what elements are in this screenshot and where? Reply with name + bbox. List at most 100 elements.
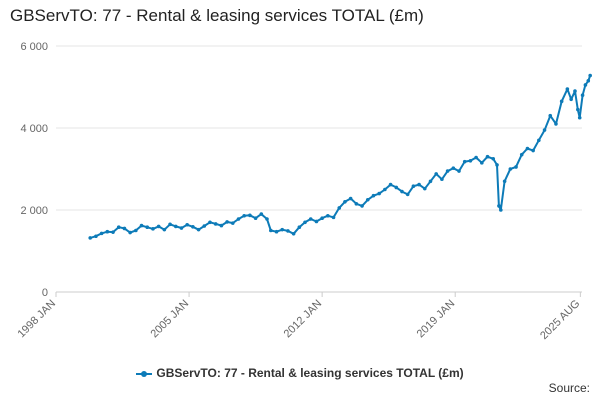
- data-point[interactable]: [179, 226, 184, 230]
- data-point[interactable]: [580, 93, 585, 97]
- data-point[interactable]: [440, 177, 444, 182]
- data-point[interactable]: [242, 213, 246, 218]
- data-point[interactable]: [274, 229, 279, 234]
- data-point[interactable]: [586, 79, 591, 83]
- data-point[interactable]: [343, 200, 347, 204]
- data-point[interactable]: [185, 222, 189, 227]
- data-point[interactable]: [480, 161, 484, 165]
- data-point[interactable]: [451, 166, 456, 170]
- data-point[interactable]: [576, 107, 580, 112]
- data-point[interactable]: [445, 169, 450, 173]
- data-point[interactable]: [259, 212, 264, 216]
- data-point[interactable]: [422, 186, 427, 191]
- data-point[interactable]: [253, 216, 258, 220]
- data-point[interactable]: [588, 73, 592, 78]
- data-point[interactable]: [202, 224, 207, 228]
- data-point[interactable]: [519, 152, 524, 157]
- data-point[interactable]: [383, 187, 387, 192]
- data-point[interactable]: [156, 224, 161, 229]
- data-point[interactable]: [548, 113, 553, 118]
- data-point[interactable]: [502, 179, 507, 184]
- data-point[interactable]: [248, 213, 252, 218]
- data-point[interactable]: [208, 220, 212, 225]
- data-point[interactable]: [122, 226, 127, 231]
- data-point[interactable]: [173, 224, 178, 229]
- data-point[interactable]: [434, 172, 438, 176]
- data-point[interactable]: [573, 89, 577, 93]
- data-point[interactable]: [542, 128, 547, 132]
- data-point[interactable]: [225, 220, 229, 224]
- data-point[interactable]: [371, 193, 376, 198]
- data-point[interactable]: [162, 227, 167, 232]
- data-point[interactable]: [348, 196, 353, 201]
- data-point[interactable]: [462, 159, 467, 164]
- data-point[interactable]: [291, 231, 296, 236]
- data-point[interactable]: [394, 185, 399, 190]
- data-point[interactable]: [474, 155, 478, 160]
- chart-title: GBServTO: 77 - Rental & leasing services…: [10, 6, 424, 25]
- data-point[interactable]: [105, 229, 110, 234]
- data-point[interactable]: [537, 138, 541, 143]
- data-point[interactable]: [514, 165, 518, 169]
- data-point[interactable]: [196, 227, 201, 232]
- data-point[interactable]: [191, 225, 195, 229]
- legend-label: GBServTO: 77 - Rental & leasing services…: [156, 366, 464, 380]
- data-point[interactable]: [388, 182, 393, 187]
- data-point[interactable]: [400, 189, 404, 194]
- data-point[interactable]: [525, 146, 530, 151]
- data-point[interactable]: [139, 223, 144, 228]
- data-point[interactable]: [94, 234, 98, 239]
- data-point[interactable]: [377, 191, 381, 196]
- legend[interactable]: GBServTO: 77 - Rental & leasing services…: [0, 366, 600, 380]
- data-point[interactable]: [457, 169, 461, 173]
- data-point[interactable]: [168, 222, 172, 227]
- data-point[interactable]: [213, 222, 218, 226]
- x-tick-label: 2025 AUG: [538, 298, 582, 342]
- data-point[interactable]: [230, 221, 235, 225]
- data-point[interactable]: [577, 115, 582, 120]
- data-point[interactable]: [145, 225, 150, 230]
- data-point[interactable]: [88, 236, 93, 240]
- data-point[interactable]: [360, 204, 364, 208]
- data-point[interactable]: [128, 230, 132, 235]
- data-point[interactable]: [491, 156, 496, 161]
- data-point[interactable]: [365, 197, 370, 202]
- data-point[interactable]: [151, 227, 155, 231]
- data-point[interactable]: [428, 179, 433, 184]
- data-point[interactable]: [554, 122, 558, 126]
- data-point[interactable]: [497, 204, 501, 208]
- data-point[interactable]: [116, 225, 121, 230]
- data-point[interactable]: [468, 159, 473, 163]
- data-point[interactable]: [314, 219, 319, 224]
- data-point[interactable]: [111, 230, 115, 234]
- data-point[interactable]: [286, 229, 290, 233]
- data-point[interactable]: [236, 217, 241, 221]
- data-point[interactable]: [499, 208, 503, 212]
- data-point[interactable]: [354, 202, 359, 206]
- data-point[interactable]: [583, 83, 588, 87]
- data-point[interactable]: [326, 213, 330, 218]
- data-point[interactable]: [297, 225, 302, 230]
- data-point[interactable]: [559, 99, 564, 104]
- data-point[interactable]: [405, 192, 410, 197]
- data-point[interactable]: [508, 167, 513, 171]
- data-point[interactable]: [337, 206, 342, 210]
- data-point[interactable]: [495, 163, 499, 167]
- data-point[interactable]: [219, 223, 224, 228]
- data-point[interactable]: [485, 154, 490, 159]
- data-point[interactable]: [269, 228, 273, 233]
- data-point[interactable]: [565, 87, 570, 91]
- data-point[interactable]: [280, 227, 285, 232]
- data-point[interactable]: [531, 148, 535, 153]
- data-point[interactable]: [303, 220, 307, 225]
- data-point[interactable]: [134, 228, 138, 233]
- data-point[interactable]: [265, 217, 269, 221]
- data-point[interactable]: [569, 97, 573, 102]
- data-point[interactable]: [411, 184, 416, 189]
- data-point[interactable]: [331, 215, 336, 220]
- data-point[interactable]: [320, 216, 324, 220]
- data-point[interactable]: [417, 182, 421, 187]
- data-point[interactable]: [99, 231, 104, 236]
- grid-layer: [56, 45, 582, 293]
- data-point[interactable]: [308, 217, 313, 221]
